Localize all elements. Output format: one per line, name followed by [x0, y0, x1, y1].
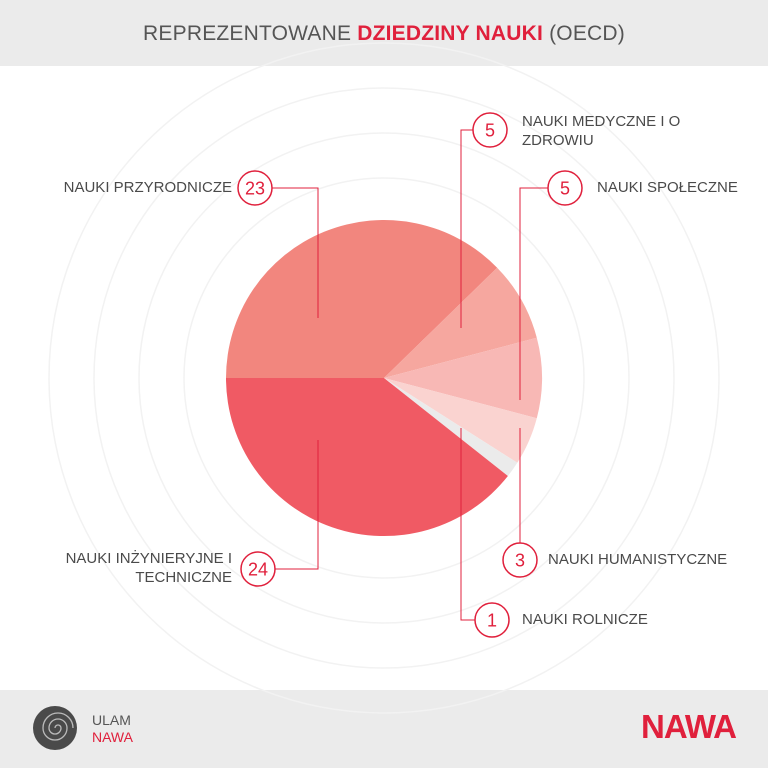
pie	[226, 219, 543, 537]
logo: NAWA	[641, 708, 737, 745]
background-rings	[48, 42, 720, 714]
pie-slice	[384, 378, 518, 477]
value-label: 5	[560, 179, 570, 199]
value-label: 5	[485, 121, 495, 141]
category-label: NAUKI HUMANISTYCZNE	[548, 551, 728, 568]
value-label: 1	[487, 611, 497, 631]
callouts: 23 5 5 3 1 24	[237, 112, 583, 638]
value-badge	[240, 551, 276, 587]
value-badge	[547, 170, 583, 206]
value-badge	[474, 602, 510, 638]
value-label: 23	[245, 179, 265, 199]
title: REPREZENTOWANE DZIEDZINY NAUKI (OECD)	[0, 22, 768, 46]
category-label: NAUKI SPOŁECZNE	[597, 179, 738, 196]
category-label: NAUKI MEDYCZNE I O ZDROWIU	[522, 113, 681, 149]
title-part: (OECD)	[549, 22, 625, 45]
header-band	[0, 0, 768, 66]
value-label: 3	[515, 551, 525, 571]
value-badge	[237, 170, 273, 206]
value-badge	[472, 112, 508, 148]
leader-line	[275, 440, 319, 570]
footer-text: ULAM NAWA	[92, 712, 133, 746]
program-name: ULAM	[92, 712, 131, 728]
value-label: 24	[248, 560, 268, 580]
pie-slice	[226, 219, 498, 378]
pie-slice	[226, 378, 508, 537]
category-label: NAUKI INŻYNIERYJNE I TECHNICZNE	[65, 550, 232, 586]
leader-line	[460, 428, 475, 621]
title-highlight: DZIEDZINY NAUKI	[357, 22, 544, 45]
leader-line	[272, 187, 319, 318]
leader-line	[460, 129, 473, 328]
category-label: NAUKI ROLNICZE	[522, 611, 648, 628]
title-part: REPREZENTOWANE	[143, 22, 352, 45]
leader-line	[519, 187, 548, 400]
footer-emblem	[33, 706, 77, 750]
pie-slice	[384, 267, 537, 378]
agency-name: NAWA	[92, 729, 133, 745]
category-label: NAUKI PRZYRODNICZE	[63, 179, 232, 196]
pie-slice	[384, 337, 543, 419]
pie-slice	[384, 378, 537, 463]
footer-band	[0, 690, 768, 768]
value-badge	[502, 542, 538, 578]
